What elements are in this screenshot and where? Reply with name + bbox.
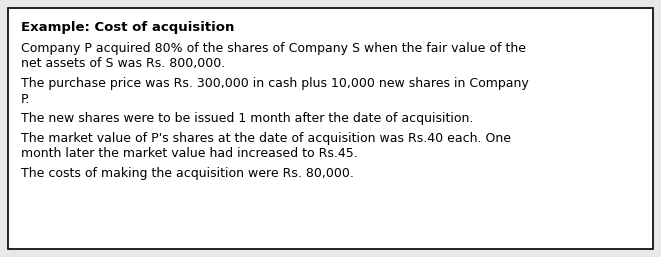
- Text: Example: Cost of acquisition: Example: Cost of acquisition: [21, 21, 235, 34]
- Text: The costs of making the acquisition were Rs. 80,000.: The costs of making the acquisition were…: [21, 167, 354, 179]
- Text: The new shares were to be issued 1 month after the date of acquisition.: The new shares were to be issued 1 month…: [21, 112, 473, 125]
- Text: The market value of P's shares at the date of acquisition was Rs.40 each. One
mo: The market value of P's shares at the da…: [21, 132, 511, 160]
- FancyBboxPatch shape: [8, 8, 653, 249]
- Text: Company P acquired 80% of the shares of Company S when the fair value of the
net: Company P acquired 80% of the shares of …: [21, 42, 526, 70]
- Text: The purchase price was Rs. 300,000 in cash plus 10,000 new shares in Company
P.: The purchase price was Rs. 300,000 in ca…: [21, 77, 529, 106]
